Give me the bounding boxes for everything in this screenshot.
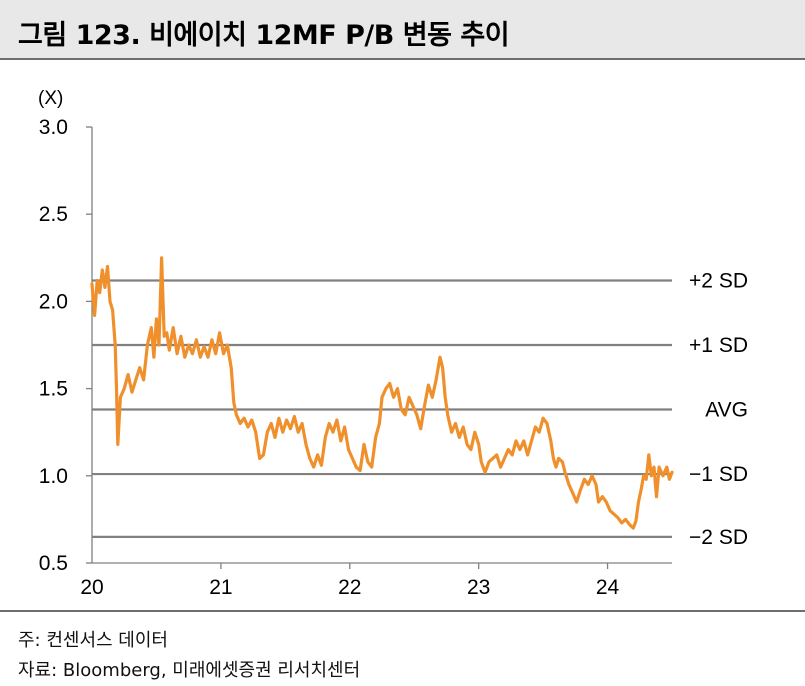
x-tick-label: 20 (80, 576, 103, 599)
pb-band-chart: 3.0 2.5 2.0 1.5 1.0 0.5 20 21 22 23 24 +2 SD +1 SD A… (38, 88, 748, 599)
pb-bands: +2 SD +1 SD AVG −1 SD −2 SD (92, 269, 748, 549)
footnote: 주: 컨센서스 데이터 (18, 630, 168, 651)
y-tick-label: 3.0 (39, 116, 68, 139)
chart-footer: 주: 컨센서스 데이터 자료: Bloomberg, 미래에셋증권 리서치센터 (0, 610, 805, 686)
band-label: +1 SD (689, 334, 748, 357)
band-label: AVG (705, 399, 748, 422)
band-label: −1 SD (689, 463, 748, 486)
y-tick-label: 2.0 (39, 290, 68, 313)
x-tick-label: 23 (467, 576, 490, 599)
x-tick-label: 22 (338, 576, 361, 599)
chart-title: 그림 123. 비에이치 12MF P/B 변동 추이 (18, 20, 510, 51)
axes: 3.0 2.5 2.0 1.5 1.0 0.5 20 21 22 23 24 (39, 116, 672, 599)
band-label: −2 SD (689, 526, 748, 549)
pb-series-line (90, 256, 674, 530)
chart-title-bar: 그림 123. 비에이치 12MF P/B 변동 추이 (0, 0, 805, 60)
series-layer (90, 256, 674, 530)
y-tick-label: 2.5 (39, 203, 68, 226)
band-label: +2 SD (689, 269, 748, 292)
y-tick-label: 0.5 (39, 552, 68, 575)
y-tick-label: 1.5 (39, 378, 68, 401)
source-note: 자료: Bloomberg, 미래에셋증권 리서치센터 (18, 660, 361, 681)
x-tick-label: 24 (596, 576, 620, 599)
y-tick-label: 1.0 (39, 465, 68, 488)
x-tick-label: 21 (209, 576, 232, 599)
y-axis-unit-label: (X) (38, 88, 63, 109)
